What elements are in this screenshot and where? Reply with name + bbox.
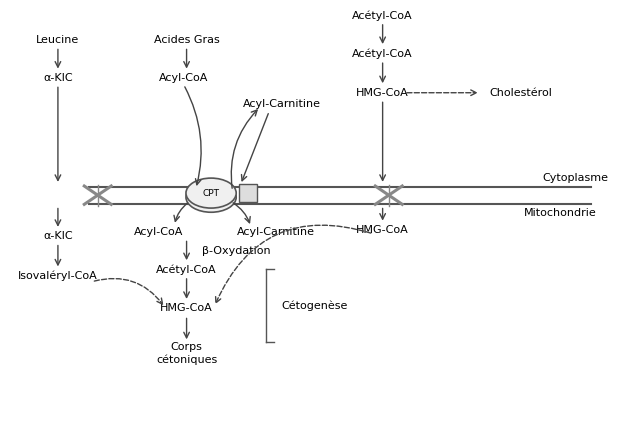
Text: α-KIC: α-KIC (43, 231, 73, 241)
Text: CPT: CPT (203, 189, 220, 197)
Text: Acyl-Carnitine: Acyl-Carnitine (237, 227, 314, 237)
Text: Mitochondrie: Mitochondrie (523, 208, 597, 218)
Text: Acyl-CoA: Acyl-CoA (159, 73, 208, 83)
Text: Corps
cétoniques: Corps cétoniques (156, 342, 217, 365)
Text: Cytoplasme: Cytoplasme (542, 173, 608, 183)
Text: Acides Gras: Acides Gras (154, 35, 220, 45)
Text: Acyl-CoA: Acyl-CoA (135, 227, 183, 237)
Text: β-Oxydation: β-Oxydation (202, 246, 270, 256)
Ellipse shape (186, 178, 236, 208)
Text: Leucine: Leucine (36, 35, 80, 45)
Ellipse shape (186, 182, 236, 212)
Text: HMG-CoA: HMG-CoA (356, 88, 409, 98)
Text: Isovaléryl-CoA: Isovaléryl-CoA (18, 271, 98, 281)
Text: HMG-CoA: HMG-CoA (356, 225, 409, 235)
Text: CPT: CPT (203, 193, 220, 202)
Text: Acétyl-CoA: Acétyl-CoA (352, 10, 413, 21)
Text: α-KIC: α-KIC (43, 73, 73, 83)
Text: HMG-CoA: HMG-CoA (160, 303, 213, 314)
Bar (239, 184, 257, 202)
Text: Acétyl-CoA: Acétyl-CoA (156, 264, 217, 275)
Text: Acétyl-CoA: Acétyl-CoA (352, 49, 413, 59)
Text: Cétogenèse: Cétogenèse (282, 301, 348, 311)
Text: Cholestérol: Cholestérol (489, 88, 552, 98)
Text: Acyl-Carnitine: Acyl-Carnitine (242, 99, 321, 108)
